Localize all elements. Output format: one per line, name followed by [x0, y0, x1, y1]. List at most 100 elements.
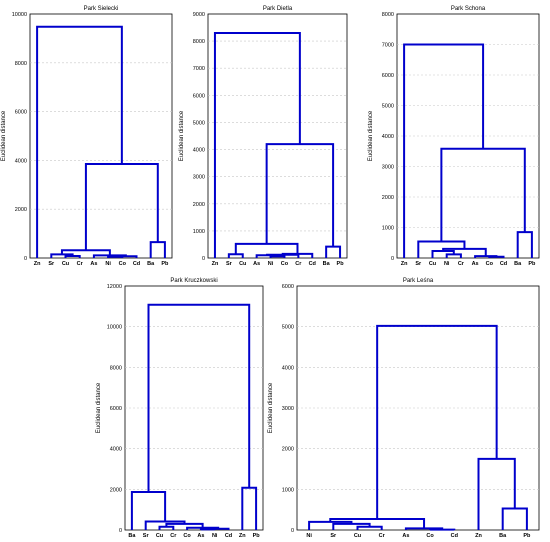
plot-frame	[207, 13, 348, 259]
y-axis-label: Euclidean distance	[268, 382, 274, 433]
leaf-label: Sr	[143, 533, 150, 539]
chart-title: Park Sielecki	[84, 6, 119, 12]
leaf-label: Cd	[133, 261, 140, 267]
leaf-label: As	[197, 533, 204, 539]
leaf-label: Co	[119, 261, 127, 267]
leaf-label: Zn	[34, 261, 41, 267]
leaf-label: Pb	[253, 533, 261, 539]
y-tick-label: 4000	[193, 148, 205, 154]
leaf-label: Co	[281, 261, 289, 267]
leaf-label: Pb	[161, 261, 169, 267]
leaf-label: Co	[426, 533, 434, 539]
leaf-label: Cu	[354, 533, 361, 539]
dendrogram-link	[501, 507, 528, 530]
y-tick-label: 0	[24, 256, 27, 262]
leaf-label: Cr	[77, 261, 84, 267]
dendrogram-panel: 0 1000 2000 3000 4000 5000 6000 7000 8000 9000 Par…	[179, 6, 348, 267]
y-tick-label: 0	[119, 528, 122, 534]
dendrogram-link	[158, 525, 175, 530]
leaf-label: As	[472, 261, 479, 267]
leaf-label: Cd	[309, 261, 316, 267]
leaf-label: Ni	[444, 261, 450, 267]
y-tick-label: 4000	[282, 365, 294, 371]
dendrogram-link	[403, 43, 485, 258]
leaf-label: Co	[183, 533, 191, 539]
dendrogram-panel: 0 1000 2000 3000 4000 5000 6000 7000 8000 Park Sc…	[368, 6, 540, 267]
dendrogram-link	[241, 486, 258, 530]
leaf-label: Zn	[401, 261, 408, 267]
leaf-label: Cr	[295, 261, 302, 267]
y-tick-label: 8000	[193, 39, 205, 45]
leaf-label: Sr	[330, 533, 337, 539]
y-tick-label: 10000	[12, 12, 27, 18]
y-tick-label: 2000	[15, 207, 27, 213]
leaf-label: Sr	[48, 261, 55, 267]
leaf-label: Sr	[415, 261, 422, 267]
leaf-label: Cu	[239, 261, 246, 267]
leaf-label: Ni	[212, 533, 218, 539]
y-tick-label: 6000	[282, 284, 294, 290]
leaf-label: Cu	[62, 261, 69, 267]
leaf-label: Cd	[500, 261, 507, 267]
plot-frame	[396, 13, 540, 259]
dendrogram-link	[213, 31, 301, 258]
leaf-label: Cr	[379, 533, 386, 539]
leaf-label: Zn	[212, 261, 219, 267]
dendrogram-panel: 0 1000 2000 3000 4000 5000 6000 Park Leśna Eucli…	[268, 278, 540, 539]
dendrogram-link	[147, 303, 251, 492]
leaf-label: Cu	[156, 533, 163, 539]
y-tick-label: 1000	[382, 226, 394, 232]
leaf-label: Ba	[128, 533, 136, 539]
y-axis-label: Euclidean distance	[368, 110, 374, 161]
y-tick-label: 0	[202, 256, 205, 262]
leaf-label: Cr	[458, 261, 465, 267]
dendrogram-link	[36, 25, 123, 258]
y-tick-label: 2000	[110, 487, 122, 493]
y-tick-label: 4000	[110, 447, 122, 453]
y-tick-label: 10000	[107, 325, 122, 331]
y-tick-label: 5000	[282, 325, 294, 331]
y-tick-label: 5000	[382, 104, 394, 110]
y-tick-label: 3000	[382, 165, 394, 171]
chart-title: Park Leśna	[403, 278, 434, 284]
leaf-label: Cu	[429, 261, 436, 267]
y-tick-label: 6000	[193, 93, 205, 99]
leaf-label: Pb	[528, 261, 536, 267]
y-tick-label: 6000	[382, 73, 394, 79]
y-tick-label: 9000	[193, 12, 205, 18]
leaf-label: Sr	[226, 261, 233, 267]
y-tick-label: 3000	[193, 175, 205, 181]
leaf-label: Zn	[239, 533, 246, 539]
y-tick-label: 2000	[193, 202, 205, 208]
leaf-label: Ni	[268, 261, 274, 267]
leaf-label: Ba	[514, 261, 522, 267]
y-tick-label: 6000	[110, 406, 122, 412]
y-axis-label: Euclidean distance	[1, 110, 7, 161]
dendrogram-panel: 0 2000 4000 6000 8000 10000 Park Sielecki Eucli…	[1, 6, 173, 267]
leaf-label: As	[402, 533, 409, 539]
y-tick-label: 12000	[107, 284, 122, 290]
leaf-label: Ba	[323, 261, 331, 267]
plot-frame	[29, 13, 173, 259]
y-tick-label: 8000	[382, 12, 394, 18]
y-tick-label: 4000	[382, 134, 394, 140]
leaf-label: Cd	[225, 533, 232, 539]
leaf-label: Cr	[170, 533, 177, 539]
leaf-label: As	[253, 261, 260, 267]
chart-title: Park Dietla	[263, 6, 293, 12]
dendrogram-link	[130, 490, 167, 530]
y-tick-label: 0	[391, 256, 394, 262]
y-tick-label: 0	[291, 528, 294, 534]
leaf-label: Co	[486, 261, 494, 267]
y-tick-label: 5000	[193, 120, 205, 126]
y-tick-label: 2000	[282, 447, 294, 453]
leaf-label: Ba	[147, 261, 155, 267]
y-tick-label: 6000	[15, 110, 27, 116]
chart-title: Park Schona	[451, 6, 486, 12]
dendrogram-link	[308, 520, 353, 530]
leaf-label: Ni	[105, 261, 111, 267]
leaf-label: Zn	[475, 533, 482, 539]
leaf-label: Pb	[337, 261, 345, 267]
chart-title: Park Kruczkowski	[170, 278, 217, 284]
